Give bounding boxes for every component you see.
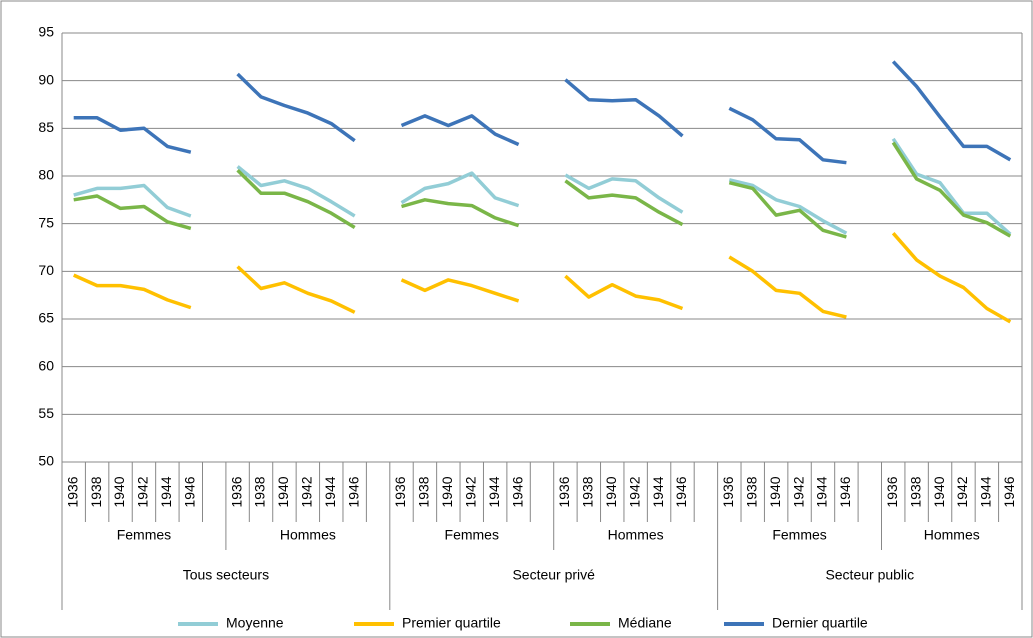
y-tick-label: 55 bbox=[38, 405, 54, 421]
x-tick-label: 1942 bbox=[135, 476, 151, 507]
x-tick-label: 1946 bbox=[181, 476, 197, 507]
series-line bbox=[73, 60, 1012, 165]
y-tick-label: 95 bbox=[38, 24, 54, 40]
series-line bbox=[73, 141, 1012, 239]
x-tick-label: 1946 bbox=[673, 476, 689, 507]
y-tick-label: 80 bbox=[38, 167, 54, 183]
x-tick-label: 1938 bbox=[907, 476, 923, 507]
x-tick-label: 1942 bbox=[954, 476, 970, 507]
legend-label: Dernier quartile bbox=[772, 615, 868, 631]
y-tick-label: 90 bbox=[38, 71, 54, 87]
legend-label: Premier quartile bbox=[402, 615, 501, 631]
group-label: Hommes bbox=[608, 527, 664, 543]
y-tick-label: 70 bbox=[38, 262, 54, 278]
sector-label: Tous secteurs bbox=[183, 567, 269, 583]
x-tick-label: 1942 bbox=[462, 476, 478, 507]
x-tick-label: 1944 bbox=[978, 476, 994, 507]
x-tick-label: 1946 bbox=[1001, 476, 1017, 507]
group-label: Femmes bbox=[445, 527, 499, 543]
y-tick-label: 50 bbox=[38, 453, 54, 469]
x-tick-label: 1936 bbox=[884, 476, 900, 507]
x-tick-label: 1940 bbox=[111, 476, 127, 507]
x-tick-label: 1936 bbox=[720, 476, 736, 507]
x-tick-label: 1938 bbox=[88, 476, 104, 507]
x-tick-label: 1942 bbox=[299, 476, 315, 507]
group-label: Hommes bbox=[924, 527, 980, 543]
sector-label: Secteur privé bbox=[512, 567, 595, 583]
x-tick-label: 1940 bbox=[603, 476, 619, 507]
x-tick-label: 1936 bbox=[64, 476, 80, 507]
sector-label: Secteur public bbox=[825, 567, 914, 583]
x-tick-label: 1946 bbox=[345, 476, 361, 507]
y-tick-label: 75 bbox=[38, 214, 54, 230]
x-tick-label: 1936 bbox=[556, 476, 572, 507]
y-tick-label: 65 bbox=[38, 310, 54, 326]
x-tick-label: 1946 bbox=[837, 476, 853, 507]
group-label: Femmes bbox=[772, 527, 826, 543]
x-tick-label: 1944 bbox=[322, 476, 338, 507]
x-tick-label: 1936 bbox=[228, 476, 244, 507]
x-tick-label: 1940 bbox=[439, 476, 455, 507]
x-tick-label: 1944 bbox=[814, 476, 830, 507]
group-label: Femmes bbox=[117, 527, 171, 543]
x-tick-label: 1936 bbox=[392, 476, 408, 507]
x-tick-label: 1940 bbox=[275, 476, 291, 507]
x-tick-label: 1944 bbox=[486, 476, 502, 507]
legend-label: Moyenne bbox=[226, 615, 284, 631]
x-tick-label: 1938 bbox=[743, 476, 759, 507]
x-tick-label: 1938 bbox=[580, 476, 596, 507]
series-line bbox=[72, 232, 1012, 324]
y-tick-label: 60 bbox=[38, 357, 54, 373]
x-tick-label: 1942 bbox=[626, 476, 642, 507]
series-line bbox=[73, 137, 1012, 236]
x-tick-label: 1942 bbox=[790, 476, 806, 507]
legend-label: Médiane bbox=[618, 615, 672, 631]
x-tick-label: 1940 bbox=[931, 476, 947, 507]
group-label: Hommes bbox=[280, 527, 336, 543]
x-tick-label: 1938 bbox=[416, 476, 432, 507]
x-tick-label: 1944 bbox=[650, 476, 666, 507]
x-tick-label: 1940 bbox=[767, 476, 783, 507]
x-tick-label: 1944 bbox=[158, 476, 174, 507]
x-tick-label: 1946 bbox=[509, 476, 525, 507]
y-tick-label: 85 bbox=[38, 119, 54, 135]
x-tick-label: 1938 bbox=[252, 476, 268, 507]
